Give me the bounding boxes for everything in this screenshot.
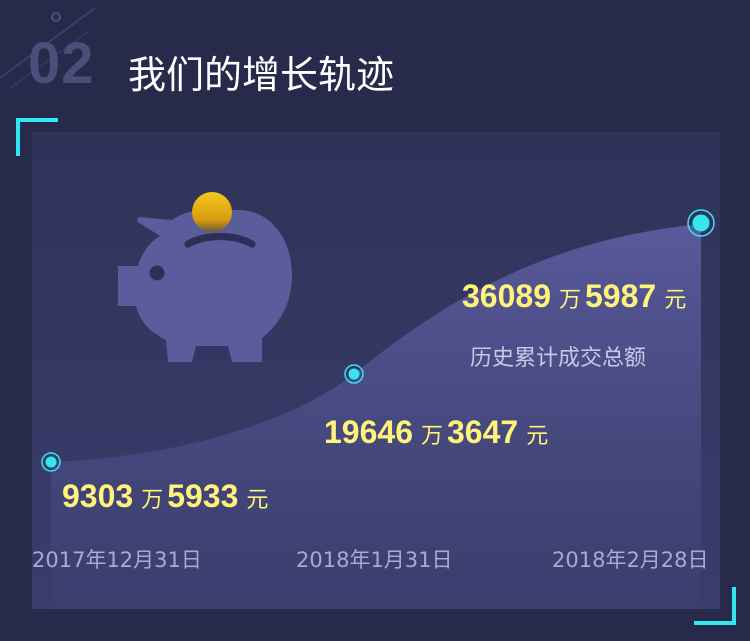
growth-area bbox=[51, 224, 701, 609]
corner-bracket-top-left bbox=[16, 118, 58, 156]
date-label-1: 2017年12月31日 bbox=[32, 548, 202, 572]
unit-yuan: 元 bbox=[664, 287, 687, 312]
marker-point-2 bbox=[344, 364, 364, 384]
value-wan: 19646 bbox=[324, 414, 413, 450]
value-yuan: 5987 bbox=[585, 278, 657, 314]
coin-icon bbox=[184, 192, 256, 248]
value-wan: 36089 bbox=[462, 278, 551, 314]
date-label-3: 2018年2月28日 bbox=[552, 548, 709, 572]
value-yuan: 3647 bbox=[447, 414, 519, 450]
value-point-1: 9303 万 5933 元 bbox=[62, 478, 268, 515]
value-point-3: 36089 万 5987 元 bbox=[462, 278, 686, 315]
unit-yuan: 元 bbox=[526, 423, 549, 448]
corner-bracket-bottom-right bbox=[694, 587, 736, 625]
section-number: 02 bbox=[28, 31, 95, 96]
section-title: 我们的增长轨迹 bbox=[128, 53, 395, 97]
marker-point-3 bbox=[687, 209, 715, 237]
piggy-bank-icon bbox=[118, 210, 292, 362]
total-caption: 历史累计成交总额 bbox=[470, 346, 647, 371]
value-yuan: 5933 bbox=[167, 478, 239, 514]
unit-wan: 万 bbox=[141, 487, 164, 512]
unit-wan: 万 bbox=[420, 423, 443, 448]
date-label-2: 2018年1月31日 bbox=[296, 548, 453, 572]
unit-wan: 万 bbox=[558, 287, 581, 312]
unit-yuan: 元 bbox=[246, 487, 269, 512]
value-wan: 9303 bbox=[62, 478, 134, 514]
marker-point-1 bbox=[41, 452, 61, 472]
value-point-2: 19646 万 3647 元 bbox=[324, 414, 548, 451]
decorative-lines bbox=[0, 7, 96, 89]
